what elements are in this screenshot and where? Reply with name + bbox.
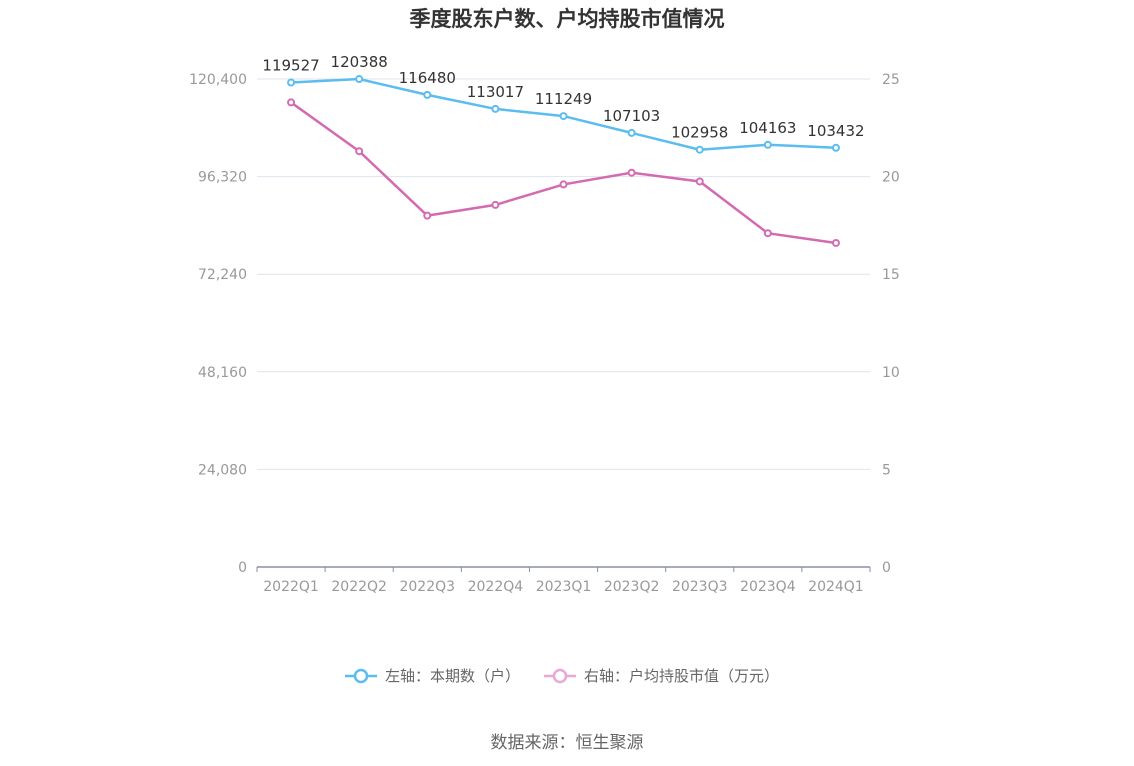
right-tick-label: 25 bbox=[882, 72, 900, 88]
right-axis: 0 5 10 15 20 25 bbox=[882, 72, 900, 576]
legend-marker-icon bbox=[552, 668, 568, 684]
series-2 bbox=[287, 98, 840, 247]
data-point[interactable] bbox=[627, 168, 636, 177]
left-tick-label: 72,240 bbox=[198, 267, 247, 283]
x-tick-label: 2022Q3 bbox=[399, 579, 455, 595]
data-label: 120388 bbox=[331, 53, 388, 71]
left-tick-label: 24,080 bbox=[198, 462, 247, 478]
chart-title: 季度股东户数、户均持股市值情况 bbox=[410, 7, 725, 31]
source-note: 数据来源：恒生聚源 bbox=[491, 733, 644, 753]
left-tick-label: 120,400 bbox=[189, 72, 247, 88]
right-tick-label: 10 bbox=[882, 365, 900, 381]
x-tick-label: 2024Q1 bbox=[808, 579, 864, 595]
left-tick-label: 96,320 bbox=[198, 170, 247, 186]
data-point[interactable] bbox=[559, 180, 568, 189]
legend-marker-icon bbox=[353, 668, 369, 684]
x-tick-label: 2022Q1 bbox=[263, 579, 319, 595]
data-point[interactable] bbox=[695, 145, 704, 154]
data-label: 111249 bbox=[535, 90, 592, 108]
left-tick-label: 0 bbox=[238, 560, 247, 576]
data-point[interactable] bbox=[355, 75, 364, 84]
data-point[interactable] bbox=[423, 90, 432, 99]
data-label: 102958 bbox=[671, 124, 728, 142]
data-label: 116480 bbox=[399, 69, 456, 87]
right-tick-label: 5 bbox=[882, 462, 891, 478]
data-point[interactable] bbox=[763, 229, 772, 238]
data-label: 103432 bbox=[807, 122, 864, 140]
data-point[interactable] bbox=[491, 104, 500, 113]
legend[interactable]: 左轴：本期数（户） 右轴：户均持股市值（万元） bbox=[345, 667, 779, 685]
data-label: 113017 bbox=[467, 83, 524, 101]
series-1: 119527 120388 116480 113017 111249 107103 1029… bbox=[262, 53, 865, 154]
x-tick-label: 2023Q1 bbox=[536, 579, 592, 595]
data-point[interactable] bbox=[831, 238, 840, 247]
data-point[interactable] bbox=[559, 112, 568, 121]
data-point[interactable] bbox=[287, 98, 296, 107]
right-tick-label: 20 bbox=[882, 170, 900, 186]
grid bbox=[257, 78, 870, 568]
legend-item-1[interactable]: 左轴：本期数（户） bbox=[345, 667, 520, 685]
data-point[interactable] bbox=[763, 140, 772, 149]
x-tick-label: 2023Q4 bbox=[740, 579, 796, 595]
x-tick-label: 2022Q4 bbox=[468, 579, 524, 595]
data-point[interactable] bbox=[355, 147, 364, 156]
left-tick-label: 48,160 bbox=[198, 365, 247, 381]
legend-label: 右轴：户均持股市值（万元） bbox=[584, 667, 779, 685]
x-tick-label: 2023Q3 bbox=[672, 579, 728, 595]
x-tick-label: 2023Q2 bbox=[604, 579, 660, 595]
data-point[interactable] bbox=[491, 200, 500, 209]
legend-label: 左轴：本期数（户） bbox=[385, 667, 520, 685]
data-point[interactable] bbox=[831, 143, 840, 152]
x-tick-label: 2022Q2 bbox=[331, 579, 387, 595]
data-label: 107103 bbox=[603, 107, 660, 125]
right-tick-label: 15 bbox=[882, 267, 900, 283]
data-point[interactable] bbox=[287, 78, 296, 87]
x-axis: 2022Q1 2022Q2 2022Q3 2022Q4 2023Q1 2023Q2 2023… bbox=[256, 567, 871, 595]
right-tick-label: 0 bbox=[882, 560, 891, 576]
left-axis: 0 24,080 48,160 72,240 96,320 120,400 bbox=[189, 72, 247, 576]
legend-item-2[interactable]: 右轴：户均持股市值（万元） bbox=[544, 667, 779, 685]
series-layer: 119527 120388 116480 113017 111249 107103 1029… bbox=[262, 53, 865, 247]
data-label: 119527 bbox=[262, 57, 319, 75]
data-point[interactable] bbox=[695, 177, 704, 186]
data-point[interactable] bbox=[423, 211, 432, 220]
data-point[interactable] bbox=[627, 128, 636, 137]
data-label: 104163 bbox=[739, 119, 796, 137]
